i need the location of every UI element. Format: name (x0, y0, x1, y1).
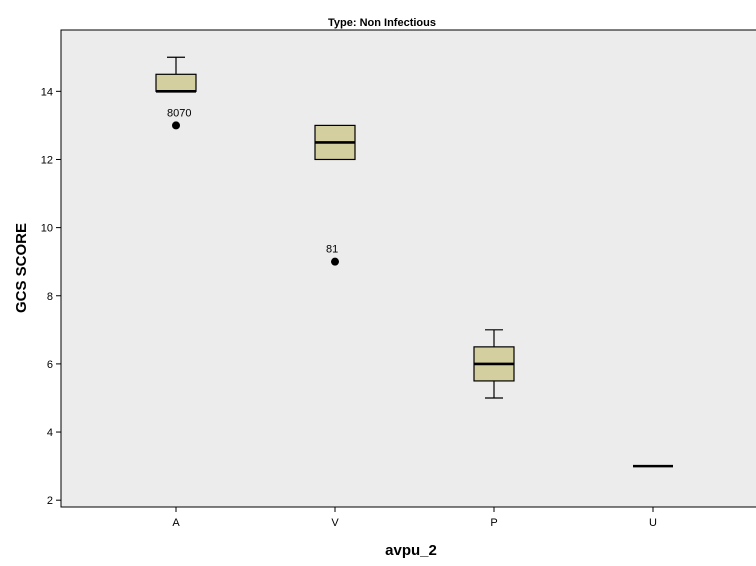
box-A (155, 56, 197, 93)
y-tick-label: 10 (41, 223, 53, 235)
box-V (314, 124, 356, 161)
chart-title: Type: Non Infectious (328, 17, 436, 29)
x-tick-label: A (172, 517, 180, 529)
plot-area (60, 29, 756, 508)
y-tick-label: 12 (41, 154, 53, 166)
outlier-point (331, 257, 339, 266)
y-axis: 2 4 6 8 10 12 14 (41, 86, 61, 507)
x-axis-label: avpu_2 (385, 542, 437, 559)
x-tick-label: U (649, 517, 657, 529)
x-tick-label: V (331, 517, 339, 529)
x-tick-label: P (490, 517, 497, 529)
boxes (155, 56, 673, 468)
outlier-label: 81 (326, 244, 338, 256)
y-tick-label: 6 (47, 359, 53, 371)
y-tick-label: 14 (41, 86, 53, 98)
outliers: 8070 81 (167, 107, 339, 266)
y-tick-label: 8 (47, 291, 53, 303)
box-P (473, 329, 515, 399)
box-body (155, 73, 197, 92)
y-tick-label: 2 (47, 495, 53, 507)
outlier-label: 8070 (167, 107, 191, 119)
y-axis-label: GCS SCORE (13, 223, 30, 313)
outlier-point (172, 121, 180, 130)
y-tick-label: 4 (47, 427, 53, 439)
